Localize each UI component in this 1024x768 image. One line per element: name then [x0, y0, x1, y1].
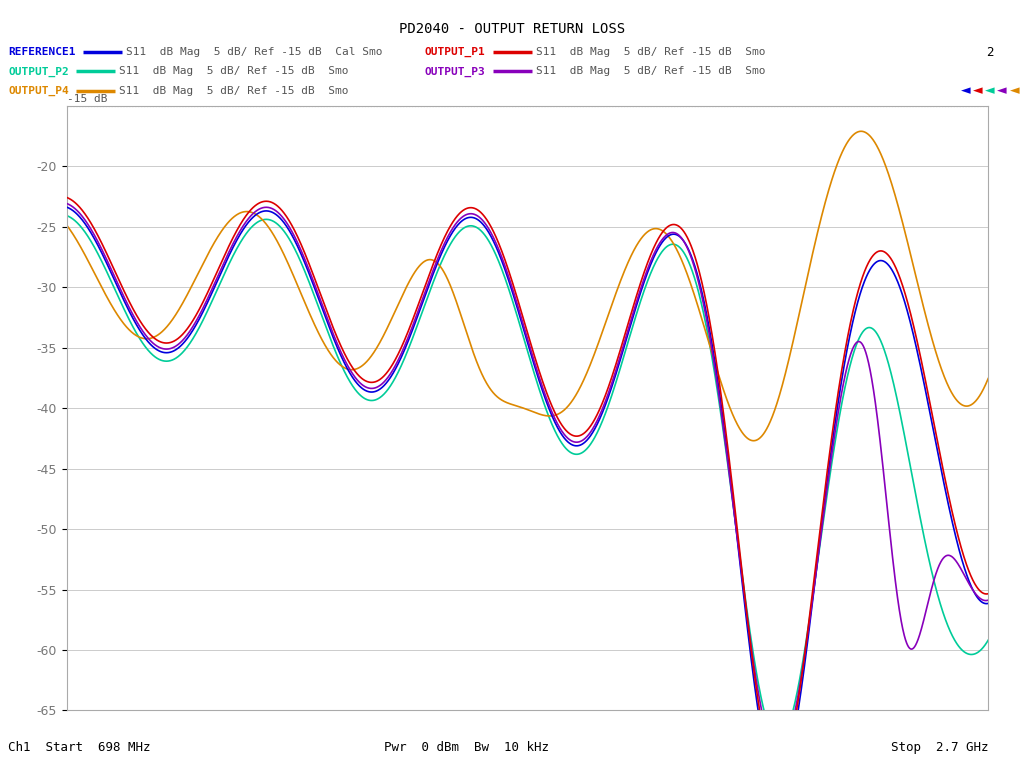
- Text: ◄: ◄: [961, 84, 970, 97]
- Text: S11  dB Mag  5 dB/ Ref -15 dB  Cal Smo: S11 dB Mag 5 dB/ Ref -15 dB Cal Smo: [126, 47, 382, 58]
- Text: S11  dB Mag  5 dB/ Ref -15 dB  Smo: S11 dB Mag 5 dB/ Ref -15 dB Smo: [536, 47, 765, 58]
- Text: S11  dB Mag  5 dB/ Ref -15 dB  Smo: S11 dB Mag 5 dB/ Ref -15 dB Smo: [119, 66, 348, 77]
- Text: ◄: ◄: [973, 84, 982, 97]
- Text: OUTPUT_P1: OUTPUT_P1: [425, 47, 485, 58]
- Text: OUTPUT_P4: OUTPUT_P4: [8, 85, 69, 96]
- Text: REFERENCE1: REFERENCE1: [8, 47, 76, 58]
- Text: ◄: ◄: [997, 84, 1007, 97]
- Text: OUTPUT_P3: OUTPUT_P3: [425, 66, 485, 77]
- Text: ◄: ◄: [985, 84, 994, 97]
- Text: Pwr  0 dBm  Bw  10 kHz: Pwr 0 dBm Bw 10 kHz: [384, 741, 549, 754]
- Text: S11  dB Mag  5 dB/ Ref -15 dB  Smo: S11 dB Mag 5 dB/ Ref -15 dB Smo: [536, 66, 765, 77]
- Text: OUTPUT_P2: OUTPUT_P2: [8, 66, 69, 77]
- Text: ◄: ◄: [1010, 84, 1019, 97]
- Text: Ch1  Start  698 MHz: Ch1 Start 698 MHz: [8, 741, 151, 754]
- Text: Stop  2.7 GHz: Stop 2.7 GHz: [891, 741, 988, 754]
- Text: 2: 2: [986, 46, 993, 58]
- Text: PD2040 - OUTPUT RETURN LOSS: PD2040 - OUTPUT RETURN LOSS: [399, 22, 625, 36]
- Text: -15 dB: -15 dB: [67, 94, 108, 104]
- Text: S11  dB Mag  5 dB/ Ref -15 dB  Smo: S11 dB Mag 5 dB/ Ref -15 dB Smo: [119, 85, 348, 96]
